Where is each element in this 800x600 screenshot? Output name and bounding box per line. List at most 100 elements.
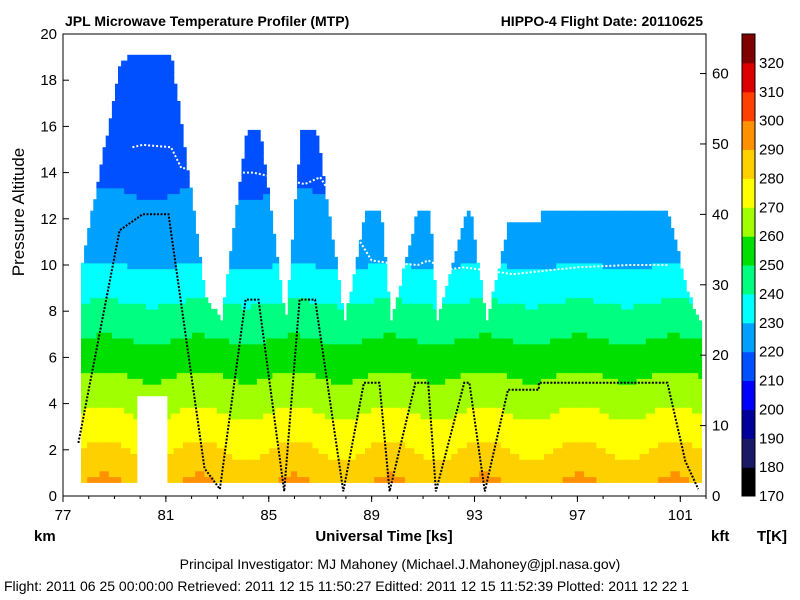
heat-cell <box>250 332 255 339</box>
heat-cell <box>361 453 366 460</box>
heat-cell <box>158 320 162 327</box>
heat-cell <box>96 355 101 362</box>
heat-cell <box>297 326 301 333</box>
heat-cell <box>124 256 128 264</box>
heat-cell <box>309 303 314 310</box>
heat-cell <box>127 239 132 247</box>
heat-cell <box>176 470 181 478</box>
heat-cell <box>179 401 184 408</box>
heat-cell <box>155 343 159 350</box>
heat-cell <box>118 193 122 200</box>
heat-cell <box>93 476 98 483</box>
heat-cell <box>158 199 162 206</box>
heat-cell <box>219 343 224 350</box>
heat-cell <box>130 72 135 79</box>
heat-cell <box>173 476 178 483</box>
heat-cell <box>300 389 304 397</box>
heat-cell <box>371 389 375 397</box>
heat-cell <box>269 239 274 247</box>
heat-cell <box>250 470 255 478</box>
heat-cell <box>111 129 116 137</box>
heat-cell <box>108 412 113 420</box>
heat-cell <box>87 280 91 287</box>
heat-cell <box>278 401 283 408</box>
heat-cell <box>343 430 348 437</box>
heat-cell <box>145 112 150 119</box>
heat-cell <box>281 378 286 385</box>
heat-cell <box>380 268 385 275</box>
heat-cell <box>297 360 301 368</box>
heat-cell <box>281 453 286 460</box>
heat-cell <box>130 326 135 333</box>
heat-cell <box>287 355 292 362</box>
heat-cell <box>244 204 249 212</box>
heat-cell <box>321 366 326 374</box>
heat-cell <box>253 332 258 339</box>
heat-cell <box>368 308 372 316</box>
heat-cell <box>343 470 348 478</box>
heat-cell <box>105 303 110 310</box>
heat-cell <box>281 332 286 339</box>
heat-cell <box>111 268 116 275</box>
heat-cell <box>130 83 135 91</box>
heat-cell <box>102 384 107 391</box>
heat-cell <box>331 476 335 483</box>
heat-cell <box>244 372 249 379</box>
heat-cell <box>173 135 178 143</box>
heat-cell <box>266 216 270 223</box>
heat-cell <box>241 366 246 374</box>
heat-cell <box>371 412 375 420</box>
heat-cell <box>275 453 280 460</box>
heat-cell <box>343 395 348 402</box>
heat-cell <box>303 141 307 148</box>
heat-cell <box>81 291 85 299</box>
heat-cell <box>185 181 190 189</box>
heat-cell <box>229 366 233 374</box>
heat-cell <box>133 124 138 131</box>
heat-cell <box>173 430 178 437</box>
heat-cell <box>108 337 113 345</box>
heat-cell <box>173 343 178 350</box>
heat-cell <box>241 216 246 223</box>
heat-cell <box>223 349 227 356</box>
heat-cell <box>294 233 298 241</box>
heat-cell <box>263 360 267 368</box>
heat-cell <box>343 337 348 345</box>
heat-cell <box>81 424 85 431</box>
heat-cell <box>182 418 187 426</box>
heat-cell <box>241 308 246 316</box>
heat-cell <box>170 401 175 408</box>
heat-cell <box>343 435 348 443</box>
heat-cell <box>340 372 345 379</box>
heat-cell <box>161 164 166 171</box>
heat-cell <box>133 239 138 247</box>
heat-cell <box>105 366 110 374</box>
heat-cell <box>90 384 95 391</box>
heat-cell <box>192 401 196 408</box>
heat-cell <box>269 459 274 466</box>
heat-cell <box>133 326 138 333</box>
heat-cell <box>247 326 252 333</box>
heat-cell <box>155 181 159 189</box>
heat-cell <box>355 360 360 368</box>
heat-cell <box>164 60 169 68</box>
heat-cell <box>105 412 110 420</box>
heat-cell <box>136 147 141 154</box>
heat-cell <box>315 199 320 206</box>
heat-cell <box>263 395 267 402</box>
heat-cell <box>287 303 292 310</box>
heat-cell <box>309 326 314 333</box>
heat-cell <box>158 297 162 304</box>
heat-cell <box>118 222 122 229</box>
heat-cell <box>380 430 385 437</box>
heat-cell <box>318 216 323 223</box>
heat-cell <box>309 459 314 466</box>
heat-cell <box>318 384 323 391</box>
heat-cell <box>136 164 141 171</box>
heat-cell <box>210 395 215 402</box>
heat-cell <box>102 430 107 437</box>
heat-cell <box>170 164 175 171</box>
heat-cell <box>309 216 314 223</box>
heat-cell <box>158 372 162 379</box>
heat-cell <box>358 372 363 379</box>
